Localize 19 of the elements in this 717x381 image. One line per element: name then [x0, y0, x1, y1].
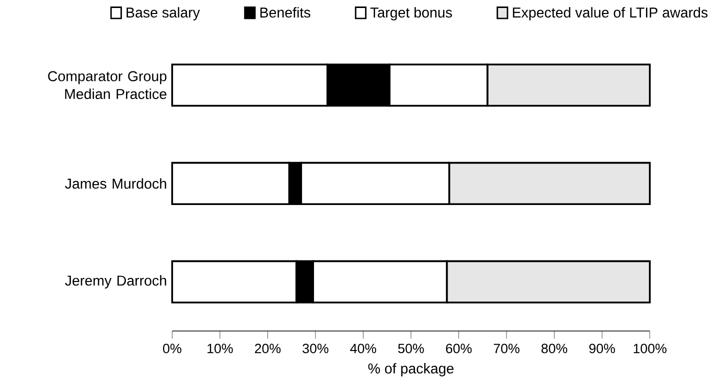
x-tick-label: 100% — [634, 344, 666, 354]
legend-label: Base salary — [126, 7, 200, 20]
x-tick-label: 10% — [208, 344, 233, 354]
x-tick-label: 30% — [302, 344, 328, 354]
x-axis-title: % of package — [368, 363, 454, 376]
legend-label: Target bonus — [370, 7, 452, 20]
x-tick-label: 50% — [398, 344, 424, 354]
x-tick-label: 20% — [254, 344, 281, 354]
legend-label: Expected value of LTIP awards — [512, 7, 708, 20]
legend-label: Benefits — [260, 7, 310, 18]
x-tick-label: 0% — [163, 344, 182, 354]
y-tick-label: James Murdoch — [65, 178, 166, 189]
x-tick-label: 60% — [446, 344, 472, 354]
x-tick-label: 70% — [494, 344, 520, 354]
x-tick-label: 90% — [589, 344, 615, 354]
x-tick-label: 80% — [542, 344, 568, 354]
y-tick-label: Jeremy Darroch — [65, 275, 166, 288]
x-tick-label: 40% — [350, 344, 376, 354]
y-tick-label: Comparator Group Median Practice — [48, 71, 166, 100]
